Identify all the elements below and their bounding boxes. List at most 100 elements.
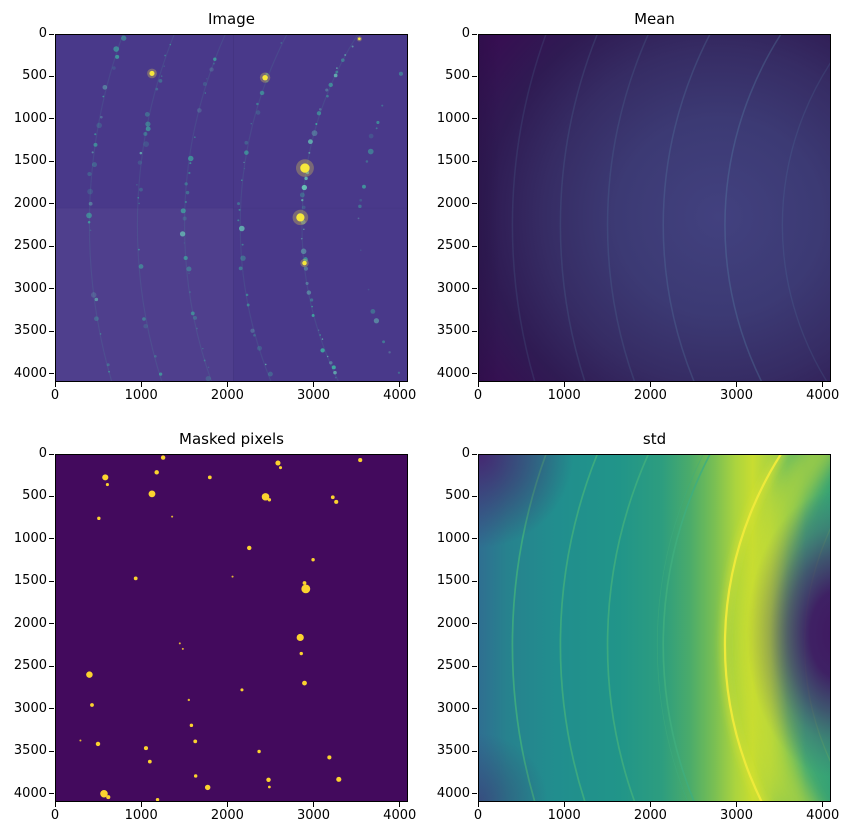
y-tick-label: 4000	[436, 785, 470, 801]
x-tick-label: 1000	[547, 808, 581, 823]
y-tick-label: 2000	[436, 195, 470, 211]
x-tick-label: 2000	[210, 808, 244, 823]
y-tick-mark	[49, 623, 54, 625]
y-tick-label: 3000	[436, 280, 470, 296]
std-heatmap	[479, 455, 830, 801]
y-tick-mark	[49, 538, 54, 540]
y-tick-mark	[49, 453, 54, 455]
x-tick-mark	[140, 382, 142, 387]
x-tick-label: 3000	[719, 808, 754, 823]
y-tick-label: 2000	[436, 615, 470, 631]
image-plot-area	[55, 34, 408, 382]
y-tick-label: 2500	[436, 658, 470, 674]
x-tick-label: 4000	[806, 808, 840, 823]
x-tick-mark	[226, 382, 228, 387]
y-tick-mark	[472, 623, 477, 625]
y-tick-mark	[472, 373, 477, 375]
y-tick-mark	[472, 330, 477, 332]
y-tick-label: 2500	[436, 238, 470, 254]
masked-panel-title: Masked pixels	[179, 430, 284, 448]
x-tick-mark	[563, 802, 565, 807]
x-tick-mark	[822, 382, 824, 387]
y-tick-mark	[472, 118, 477, 120]
y-tick-label: 3500	[13, 743, 47, 759]
x-tick-label: 2000	[633, 388, 667, 403]
x-tick-mark	[736, 802, 738, 807]
y-tick-mark	[472, 288, 477, 290]
y-tick-mark	[49, 288, 54, 290]
y-tick-mark	[472, 580, 477, 582]
x-tick-mark	[226, 802, 228, 807]
panel-std: std 0 1000 2000 3000 4000 0 500 1000 1500 2000 250…	[437, 430, 839, 823]
y-tick-mark	[472, 665, 477, 667]
y-tick-label: 1000	[13, 110, 47, 126]
x-tick-label: 0	[473, 388, 483, 403]
y-tick-mark	[49, 118, 54, 120]
x-tick-label: 4000	[806, 388, 840, 403]
y-tick-mark	[472, 453, 477, 455]
x-tick-mark	[140, 802, 142, 807]
y-tick-mark	[472, 495, 477, 497]
y-tick-mark	[49, 203, 54, 205]
y-tick-label: 3000	[436, 700, 470, 716]
y-tick-mark	[49, 160, 54, 162]
y-tick-mark	[49, 750, 54, 752]
y-tick-mark	[472, 75, 477, 77]
mean-plot-area	[478, 34, 831, 382]
y-tick-mark	[472, 245, 477, 247]
x-tick-label: 3000	[296, 808, 331, 823]
y-tick-mark	[472, 203, 477, 205]
y-tick-mark	[49, 373, 54, 375]
x-tick-mark	[313, 382, 315, 387]
panel-mean: Mean 0 1000 2000 3000 4000 0 500 1000 1500 2000 25…	[437, 10, 839, 403]
y-tick-label: 4000	[13, 785, 47, 801]
x-tick-mark	[399, 802, 401, 807]
y-tick-mark	[49, 495, 54, 497]
y-tick-label: 1500	[13, 153, 47, 169]
y-tick-mark	[49, 245, 54, 247]
y-tick-label: 500	[22, 488, 47, 504]
x-tick-mark	[822, 802, 824, 807]
y-tick-label: 3000	[13, 280, 47, 296]
panel-masked-pixels: Masked pixels 0 1000 2000 3000 4000 0 500 1000 1…	[14, 430, 416, 823]
mean-heatmap	[479, 35, 830, 381]
y-tick-mark	[49, 793, 54, 795]
y-tick-label: 3500	[436, 323, 470, 339]
x-tick-mark	[649, 382, 651, 387]
x-tick-label: 1000	[547, 388, 581, 403]
x-tick-label: 0	[50, 388, 60, 403]
x-tick-mark	[54, 802, 56, 807]
image-heatmap	[56, 35, 407, 381]
y-tick-label: 500	[445, 488, 470, 504]
y-tick-mark	[49, 665, 54, 667]
x-tick-label: 3000	[296, 388, 331, 403]
y-tick-label: 1500	[13, 573, 47, 589]
x-tick-mark	[477, 802, 479, 807]
y-tick-label: 0	[38, 26, 47, 41]
x-tick-label: 0	[473, 808, 483, 823]
y-tick-label: 1500	[436, 573, 470, 589]
mean-panel-title: Mean	[634, 10, 675, 28]
y-tick-mark	[49, 580, 54, 582]
y-tick-label: 2500	[13, 658, 47, 674]
y-tick-label: 0	[461, 26, 470, 41]
x-tick-mark	[477, 382, 479, 387]
x-tick-mark	[399, 382, 401, 387]
y-tick-mark	[472, 33, 477, 35]
x-tick-mark	[649, 802, 651, 807]
y-tick-label: 3500	[436, 743, 470, 759]
y-tick-label: 1000	[13, 530, 47, 546]
y-tick-mark	[472, 160, 477, 162]
x-tick-mark	[563, 382, 565, 387]
x-tick-label: 1000	[124, 808, 158, 823]
y-tick-label: 3500	[13, 323, 47, 339]
y-tick-label: 1500	[436, 153, 470, 169]
y-tick-label: 1000	[436, 530, 470, 546]
y-tick-label: 3000	[13, 700, 47, 716]
std-plot-area	[478, 454, 831, 802]
x-tick-label: 1000	[124, 388, 158, 403]
y-tick-label: 2500	[13, 238, 47, 254]
y-tick-label: 2000	[13, 615, 47, 631]
y-tick-label: 500	[22, 68, 47, 84]
x-tick-mark	[736, 382, 738, 387]
